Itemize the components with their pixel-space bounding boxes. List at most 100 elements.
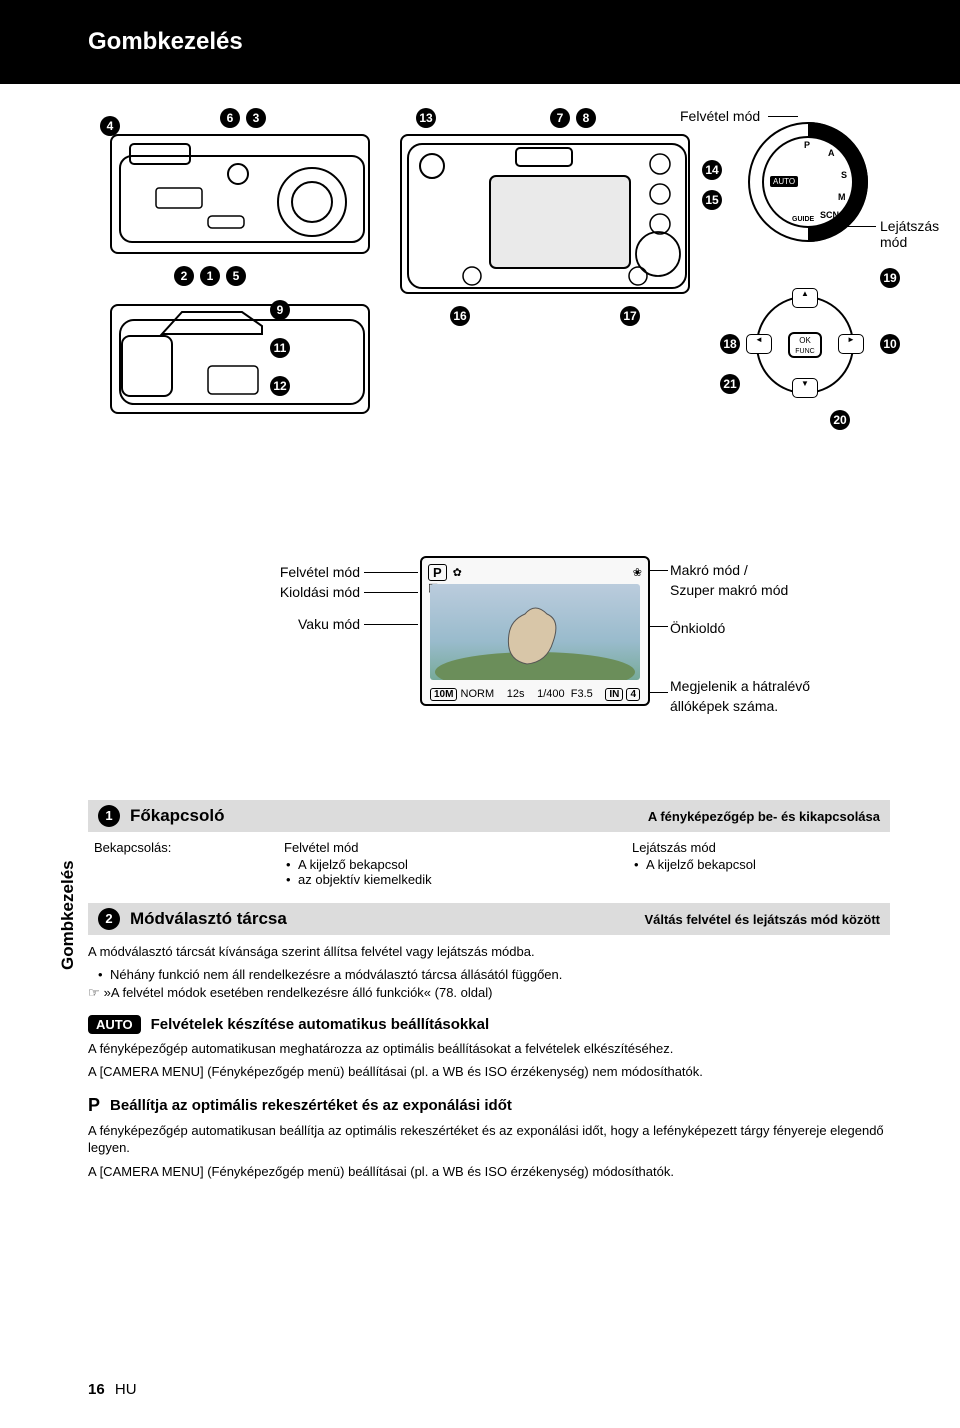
callout-2: 2	[174, 266, 194, 286]
mode-dial: AUTO P A S M SCN GUIDE	[748, 122, 868, 242]
diagram-area: 4 6 3 13 2 1 5 9 11 12	[80, 94, 920, 554]
section-2-bar: 2 Módválasztó tárcsa Váltás felvétel és …	[88, 903, 890, 935]
callout-7: 7	[550, 108, 570, 128]
sec1-left-b2: az objektív kiemelkedik	[284, 872, 542, 887]
leader-km	[364, 592, 418, 593]
camera-top-view	[110, 134, 370, 254]
leader-felvetel	[768, 116, 798, 117]
auto-subhead: AUTO Felvételek készítése automatikus be…	[88, 1015, 890, 1034]
p-p2: A [CAMERA MENU] (Fényképezőgép menü) beá…	[88, 1163, 890, 1181]
lcd-shutter: 1/400	[537, 688, 565, 700]
label-szuper: Szuper makró mód	[670, 582, 810, 598]
leader-vm	[364, 624, 418, 625]
lcd-photo	[430, 584, 640, 680]
section-1-title: Főkapcsoló	[130, 806, 224, 826]
section-1-num: 1	[98, 805, 120, 827]
sec1-left-heading: Felvétel mód	[284, 840, 542, 855]
page-number: 16	[88, 1381, 105, 1398]
lcd-p: P	[428, 564, 447, 581]
sec2-p1: A módválasztó tárcsát kívánsága szerint …	[88, 943, 890, 961]
control-pad: ▲ ▼ ◄ ► OKFUNC	[750, 290, 860, 400]
mode-dial-s: S	[841, 170, 847, 180]
page-title: Gombkezelés	[0, 0, 960, 84]
p-badge: P	[88, 1095, 100, 1116]
callout-1: 1	[200, 266, 220, 286]
callout-13: 13	[416, 108, 436, 128]
auto-p1: A fényképezőgép automatikusan meghatároz…	[88, 1040, 890, 1058]
sec1-right-heading: Lejátszás mód	[632, 840, 890, 855]
callout-12: 12	[270, 376, 290, 396]
page-lang: HU	[115, 1381, 137, 1398]
label-makro: Makró mód /	[670, 562, 810, 578]
pad-func: FUNC	[795, 348, 814, 355]
sec1-right-b1: A kijelző bekapcsol	[632, 857, 890, 872]
auto-p2: A [CAMERA MENU] (Fényképezőgép menü) beá…	[88, 1063, 890, 1081]
callout-11: 11	[270, 338, 290, 358]
sec1-bekapcs-label: Bekapcsolás:	[94, 840, 194, 855]
p-title: Beállítja az optimális rekeszértéket és …	[110, 1097, 512, 1114]
leader-makro	[650, 570, 668, 571]
mode-dial-guide: GUIDE	[792, 216, 814, 223]
camera-back-view	[400, 134, 690, 294]
callout-21: 21	[720, 374, 740, 394]
lcd-norm: NORM	[461, 688, 495, 700]
right-mode-labels: Makró mód / Szuper makró mód Önkioldó Me…	[670, 562, 810, 718]
lcd-size: 10M	[430, 688, 457, 701]
callout-18: 18	[720, 334, 740, 354]
pointer-icon: ☞	[88, 985, 100, 1001]
lcd-preview: P ✿ ❀ ▣ 10M NORM 12s 1/400 F3.5 IN 4	[420, 556, 650, 706]
leader-onk	[650, 626, 668, 627]
callout-4: 4	[100, 116, 120, 136]
callout-3: 3	[246, 108, 266, 128]
p-subhead: P Beállítja az optimális rekeszértéket é…	[88, 1095, 890, 1116]
left-mode-labels: Felvétel mód Kioldási mód Vaku mód	[210, 564, 360, 636]
callout-19: 19	[880, 268, 900, 288]
mode-dial-p: P	[804, 140, 810, 150]
lcd-timer: 12s	[507, 688, 525, 701]
camera-back-svg	[402, 136, 692, 296]
section-1-body: Bekapcsolás: Felvétel mód A kijelző beka…	[94, 840, 890, 887]
section-1-bar: 1 Főkapcsoló A fényképezőgép be- és kika…	[88, 800, 890, 832]
mode-dial-scn: SCN	[820, 210, 839, 220]
sec2-ref: ☞ »A felvétel módok esetében rendelkezésr…	[88, 985, 890, 1001]
sec2-b1: Néhány funkció nem áll rendelkezésre a m…	[96, 967, 890, 982]
label-felvetel-mod-2: Felvétel mód	[210, 564, 360, 580]
side-tab-label: Gombkezelés	[58, 860, 78, 970]
callout-17: 17	[620, 306, 640, 326]
callout-16: 16	[450, 306, 470, 326]
section-1-right: A fényképezőgép be- és kikapcsolása	[648, 809, 880, 824]
mode-dial-a: A	[828, 148, 835, 158]
camera-side-view	[110, 304, 370, 414]
label-hatralevo2: állóképek száma.	[670, 698, 810, 714]
label-felvetel-mod: Felvétel mód	[680, 108, 760, 124]
label-onkioldo: Önkioldó	[670, 620, 810, 636]
p-p1: A fényképezőgép automatikusan beállítja …	[88, 1122, 890, 1157]
auto-title: Felvételek készítése automatikus beállít…	[151, 1016, 490, 1033]
callout-9: 9	[270, 300, 290, 320]
leader-lejatszas	[840, 226, 876, 227]
label-hatralevo1: Megjelenik a hátralévő	[670, 678, 810, 694]
mode-dial-m: M	[838, 192, 846, 202]
label-lejatszas-mod: Lejátszás mód	[880, 218, 939, 250]
section-2-title: Módválasztó tárcsa	[130, 909, 287, 929]
sec1-left-b1: A kijelző bekapcsol	[284, 857, 542, 872]
callout-8: 8	[576, 108, 596, 128]
leader-hatra	[650, 692, 668, 693]
section-2-right: Váltás felvétel és lejátszás mód között	[644, 912, 880, 927]
side-tab: Gombkezelés	[46, 820, 74, 970]
mode-dial-auto: AUTO	[770, 176, 798, 187]
pad-ok: OK	[799, 336, 811, 345]
label-vaku-mod: Vaku mód	[210, 616, 360, 632]
page-footer: 16 HU	[88, 1381, 137, 1398]
callout-20: 20	[830, 410, 850, 430]
leader-fm	[364, 572, 418, 573]
auto-badge: AUTO	[88, 1015, 141, 1034]
label-kioldasi-mod: Kioldási mód	[210, 584, 360, 600]
camera-top-svg	[112, 136, 372, 256]
sec2-ref-text: »A felvétel módok esetében rendelkezésre…	[104, 985, 493, 1000]
lcd-fstop: F3.5	[571, 688, 593, 700]
callout-10: 10	[880, 334, 900, 354]
callout-6: 6	[220, 108, 240, 128]
camera-side-svg	[112, 306, 372, 416]
section-2-num: 2	[98, 908, 120, 930]
